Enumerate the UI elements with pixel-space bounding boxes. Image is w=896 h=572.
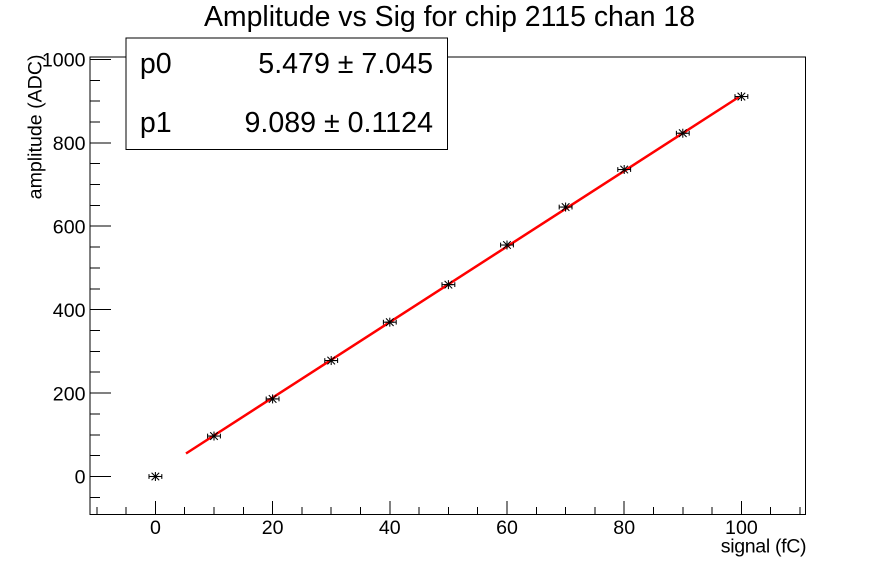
- svg-text:0: 0: [75, 467, 86, 489]
- svg-text:1000: 1000: [42, 50, 86, 72]
- svg-text:400: 400: [53, 300, 86, 322]
- svg-text:p0: p0: [140, 48, 172, 80]
- svg-text:60: 60: [496, 517, 518, 539]
- svg-text:0: 0: [150, 517, 161, 539]
- svg-text:20: 20: [262, 517, 284, 539]
- svg-text:200: 200: [53, 383, 86, 405]
- svg-text:100: 100: [725, 517, 758, 539]
- svg-text:5.479 ± 7.045: 5.479 ± 7.045: [258, 48, 433, 80]
- svg-text:amplitude (ADC): amplitude (ADC): [24, 55, 46, 200]
- svg-text:600: 600: [53, 216, 86, 238]
- svg-text:p1: p1: [140, 107, 172, 139]
- svg-text:80: 80: [613, 517, 635, 539]
- svg-text:40: 40: [379, 517, 401, 539]
- svg-text:signal (fC): signal (fC): [721, 536, 806, 558]
- svg-text:Amplitude vs Sig for chip 2115: Amplitude vs Sig for chip 2115 chan 18: [204, 1, 695, 33]
- svg-text:800: 800: [53, 133, 86, 155]
- svg-text:9.089 ± 0.1124: 9.089 ± 0.1124: [245, 107, 434, 139]
